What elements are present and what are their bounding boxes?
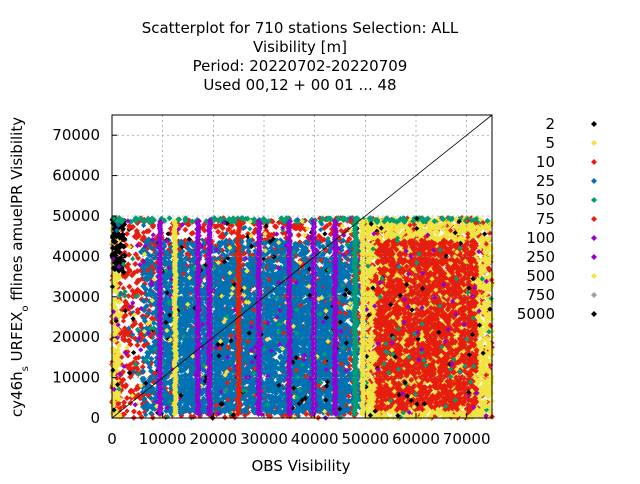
title-line-2: Visibility [m]	[253, 38, 347, 56]
scatter-point	[133, 386, 140, 393]
scatter-point	[188, 230, 195, 237]
scatter-point	[267, 232, 274, 239]
scatter-point	[182, 226, 189, 233]
scatter-point	[346, 235, 353, 242]
scatter-point	[127, 373, 134, 380]
scatter-point	[122, 383, 129, 390]
scatter-point	[132, 355, 139, 362]
scatter-point	[149, 223, 156, 230]
scatter-point	[132, 261, 139, 268]
scatter-point	[252, 226, 259, 233]
scatter-point	[139, 364, 146, 371]
scatter-point	[323, 222, 330, 229]
scatter-point	[219, 234, 226, 241]
scatter-point	[221, 414, 228, 421]
title-line-3: Period: 20220702-20220709	[193, 57, 408, 75]
title-line-1: Scatterplot for 710 stations Selection: …	[142, 19, 459, 37]
scatter-point	[181, 260, 188, 267]
scatter-point	[129, 272, 136, 279]
scatter-point	[185, 221, 192, 228]
scatter-point	[138, 290, 145, 297]
scatter-point	[215, 228, 222, 235]
scatter-point	[269, 218, 276, 225]
scatter-point	[122, 274, 129, 281]
scatter-point	[214, 222, 221, 229]
scatter-point	[124, 331, 131, 338]
scatter-point	[125, 251, 132, 258]
scatter-point	[122, 312, 129, 319]
scatter-point	[123, 230, 130, 237]
scatter-point	[215, 255, 222, 262]
scatter-point	[315, 233, 322, 240]
scatter-point	[132, 320, 139, 327]
scatter-point	[126, 268, 133, 275]
scatter-point	[134, 366, 141, 373]
scatter-point	[219, 225, 226, 232]
scatter-point	[130, 408, 137, 415]
scatter-point	[136, 409, 143, 416]
scatter-point	[296, 224, 303, 231]
scatter-point	[127, 341, 134, 348]
scatter-point	[145, 228, 152, 235]
title-line-4: Used 00,12 + 00 01 ... 48	[203, 76, 396, 94]
chart-title: Scatterplot for 710 stations Selection: …	[142, 19, 459, 94]
scatter-point	[133, 234, 140, 241]
scatter-point	[121, 399, 128, 406]
scatter-point	[134, 342, 141, 349]
scatter-point	[120, 336, 127, 343]
scatter-point	[201, 227, 208, 234]
scatter-point	[125, 292, 132, 299]
scatter-point	[141, 341, 148, 348]
scatter-point	[295, 232, 302, 239]
scatter-point	[122, 298, 129, 305]
scatter-point	[273, 223, 280, 230]
scatter-point	[137, 321, 144, 328]
scatter-point	[148, 315, 155, 322]
scatter-point	[126, 283, 133, 290]
scatter-point	[124, 395, 131, 402]
scatter-points	[109, 215, 495, 421]
scatter-point	[121, 304, 128, 311]
scatter-point	[231, 228, 238, 235]
scatter-point	[342, 227, 349, 234]
scatter-point	[132, 251, 139, 258]
scatter-point	[347, 355, 354, 362]
